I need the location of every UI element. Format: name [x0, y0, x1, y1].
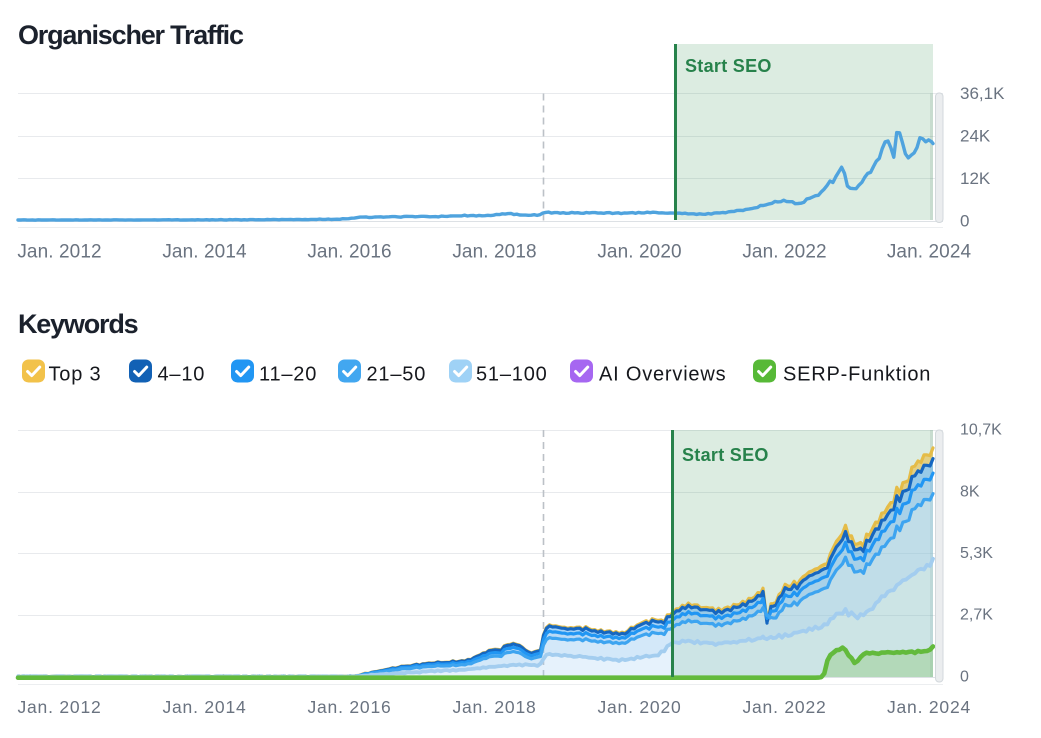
svg-text:Jan. 2024: Jan. 2024 — [887, 697, 971, 717]
svg-text:Jan. 2016: Jan. 2016 — [307, 697, 391, 717]
svg-text:10,7K: 10,7K — [960, 422, 1002, 439]
svg-text:Jan. 2024: Jan. 2024 — [887, 242, 972, 263]
svg-text:5,3K: 5,3K — [960, 545, 993, 562]
svg-text:12K: 12K — [960, 169, 991, 188]
svg-text:Jan. 2020: Jan. 2020 — [597, 242, 681, 263]
svg-text:4–10: 4–10 — [158, 364, 206, 386]
svg-text:0: 0 — [960, 669, 969, 686]
svg-text:8K: 8K — [960, 484, 980, 501]
svg-text:Start SEO: Start SEO — [682, 445, 769, 465]
svg-text:Jan. 2014: Jan. 2014 — [162, 697, 246, 717]
svg-text:Organischer Traffic: Organischer Traffic — [18, 20, 244, 50]
svg-text:51–100: 51–100 — [476, 364, 548, 386]
svg-text:21–50: 21–50 — [367, 364, 427, 386]
svg-text:Jan. 2018: Jan. 2018 — [452, 697, 536, 717]
svg-text:Top 3: Top 3 — [49, 364, 102, 386]
svg-text:Keywords: Keywords — [18, 309, 138, 339]
svg-text:Jan. 2016: Jan. 2016 — [307, 242, 391, 263]
svg-text:Jan. 2012: Jan. 2012 — [17, 242, 101, 263]
svg-text:0: 0 — [960, 212, 969, 231]
svg-text:24K: 24K — [960, 127, 991, 146]
svg-text:2,7K: 2,7K — [960, 607, 993, 624]
svg-text:Jan. 2014: Jan. 2014 — [162, 242, 247, 263]
svg-text:36,1K: 36,1K — [960, 84, 1005, 103]
svg-text:Start SEO: Start SEO — [685, 56, 772, 76]
svg-text:Jan. 2012: Jan. 2012 — [17, 697, 101, 717]
svg-text:Jan. 2018: Jan. 2018 — [452, 242, 536, 263]
svg-text:SERP-Funktion: SERP-Funktion — [783, 364, 931, 386]
svg-text:Jan. 2022: Jan. 2022 — [742, 697, 826, 717]
svg-text:AI Overviews: AI Overviews — [599, 364, 726, 386]
svg-text:Jan. 2022: Jan. 2022 — [742, 242, 826, 263]
svg-text:11–20: 11–20 — [259, 364, 317, 386]
svg-text:Jan. 2020: Jan. 2020 — [597, 697, 681, 717]
